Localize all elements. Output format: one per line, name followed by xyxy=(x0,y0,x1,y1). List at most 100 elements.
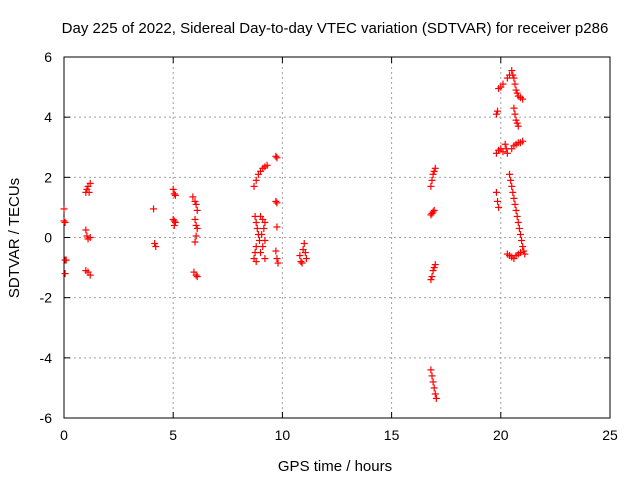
data-point xyxy=(86,179,94,187)
data-point xyxy=(516,249,524,257)
data-point xyxy=(193,224,201,232)
data-point xyxy=(431,261,439,269)
data-point xyxy=(428,372,436,380)
data-point xyxy=(492,110,500,118)
data-point xyxy=(514,122,522,130)
data-point xyxy=(85,188,93,196)
data-point xyxy=(521,250,529,258)
x-tick-label-3: 15 xyxy=(384,427,400,443)
chart-title: Day 225 of 2022, Sidereal Day-to-day VTE… xyxy=(62,20,609,37)
data-point xyxy=(494,197,502,205)
x-axis-label: GPS time / hours xyxy=(278,458,392,475)
x-tick-label-1: 5 xyxy=(169,427,177,443)
data-point xyxy=(428,273,436,281)
data-point xyxy=(511,200,519,208)
data-point xyxy=(512,86,520,94)
data-point xyxy=(61,218,69,226)
data-point xyxy=(170,221,178,229)
data-point xyxy=(427,366,435,374)
data-point xyxy=(495,203,503,211)
data-point xyxy=(169,185,177,193)
data-point xyxy=(427,276,435,284)
data-point xyxy=(297,258,305,266)
data-point xyxy=(429,208,437,216)
data-point xyxy=(273,255,281,263)
data-point xyxy=(429,378,437,386)
data-point xyxy=(298,259,306,267)
data-point xyxy=(428,176,436,184)
data-point xyxy=(83,232,91,240)
data-point xyxy=(302,255,310,263)
data-point xyxy=(499,80,507,88)
data-point xyxy=(192,271,200,279)
data-point xyxy=(82,226,90,234)
data-point xyxy=(508,67,516,75)
data-point xyxy=(272,152,280,160)
data-point xyxy=(191,215,199,223)
data-point xyxy=(510,194,518,202)
data-point xyxy=(501,140,509,148)
data-point xyxy=(514,218,522,226)
data-point xyxy=(60,217,68,225)
data-point xyxy=(520,247,528,255)
data-point xyxy=(430,384,438,392)
data-point xyxy=(301,249,309,257)
data-point xyxy=(257,249,265,257)
data-point xyxy=(192,221,200,229)
data-point xyxy=(193,206,201,214)
data-point xyxy=(250,182,258,190)
data-point xyxy=(511,80,519,88)
y-tick-label-3: 0 xyxy=(44,230,52,246)
data-point xyxy=(192,232,200,240)
data-point xyxy=(431,164,439,172)
data-point xyxy=(513,89,521,97)
data-point xyxy=(430,206,438,214)
data-point xyxy=(253,224,261,232)
data-point xyxy=(259,243,267,251)
data-point xyxy=(492,188,500,196)
data-point xyxy=(151,240,159,248)
y-axis-label: SDTVAR / TECUs xyxy=(6,178,23,298)
data-point xyxy=(499,148,507,156)
data-point xyxy=(189,193,197,201)
data-point xyxy=(431,390,439,398)
data-point xyxy=(513,119,521,127)
data-point xyxy=(171,218,179,226)
data-point xyxy=(261,237,269,245)
data-point xyxy=(60,205,68,213)
data-point xyxy=(296,252,304,260)
data-point xyxy=(193,273,201,281)
x-tick-label-0: 0 xyxy=(60,427,68,443)
data-point xyxy=(429,267,437,275)
data-point xyxy=(191,238,199,246)
x-tick-label-2: 10 xyxy=(275,427,291,443)
data-point xyxy=(171,191,179,199)
y-tick-label-6: 6 xyxy=(44,49,52,65)
x-tick-label-4: 20 xyxy=(493,427,509,443)
data-point xyxy=(515,224,523,232)
data-point xyxy=(252,176,260,184)
data-point xyxy=(429,170,437,178)
data-point xyxy=(510,104,518,112)
data-point xyxy=(272,247,280,255)
data-point xyxy=(503,149,511,157)
data-point xyxy=(62,256,70,264)
data-point xyxy=(512,116,520,124)
data-point xyxy=(192,200,200,208)
data-point xyxy=(510,74,518,82)
data-point xyxy=(261,218,269,226)
data-point xyxy=(273,154,281,162)
data-point xyxy=(252,258,260,266)
data-point xyxy=(427,182,435,190)
data-point xyxy=(516,230,524,238)
y-tick-label-1: -4 xyxy=(40,350,53,366)
data-point xyxy=(519,137,527,145)
data-point xyxy=(519,95,527,103)
data-point xyxy=(191,197,199,205)
data-point xyxy=(509,188,517,196)
data-point xyxy=(150,205,158,213)
data-point xyxy=(260,224,268,232)
data-point xyxy=(430,264,438,272)
x-tick-label-5: 25 xyxy=(602,427,618,443)
